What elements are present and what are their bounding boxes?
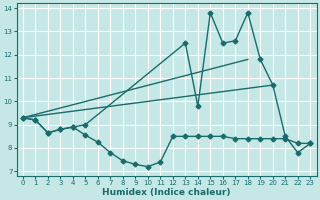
X-axis label: Humidex (Indice chaleur): Humidex (Indice chaleur): [102, 188, 231, 197]
